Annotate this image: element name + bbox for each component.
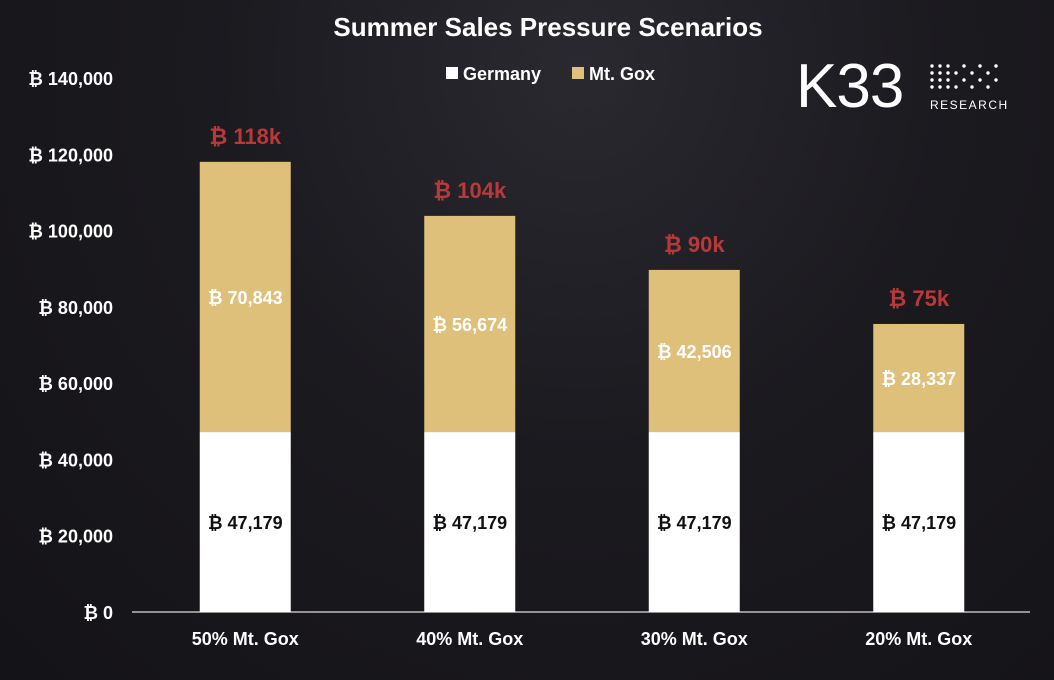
bar-segment-mtgox [873,323,965,433]
bar-segment-germany [648,432,740,612]
bar-segment-germany [199,432,291,612]
axes: ₿ 0 ₿ 20,000 ₿ 40,000 ₿ 60,000 ₿ 80,000 ₿ 100… [28,69,1030,623]
bar-value-label: ₿ 47,179 [881,513,956,533]
y-tick-label: ₿ 140,000 [28,69,113,89]
logo-dot [994,64,998,68]
bar-value-label: ₿ 42,506 [657,342,732,362]
logo-dot [946,85,950,89]
logo-dot [938,85,942,89]
y-tick-label: ₿ 0 [83,603,113,623]
y-tick-label: ₿ 60,000 [38,374,113,394]
y-tick-label: ₿ 100,000 [28,222,113,242]
y-tick-label: ₿ 120,000 [28,145,113,165]
bar-total-label: ₿ 90k [664,232,726,257]
legend-label-mtgox: Mt. Gox [589,64,655,84]
logo-dot [938,78,942,82]
bar-total-label: ₿ 75k [888,286,950,311]
bar-value-label: ₿ 47,179 [657,513,732,533]
logo-dot [946,78,950,82]
bar-value-label: ₿ 70,843 [208,288,283,308]
logo-dot [978,78,982,82]
logo-dot [962,78,966,82]
logo-dot [954,71,958,75]
logo-dot [946,64,950,68]
x-tick-label: 50% Mt. Gox [192,629,299,649]
y-tick-label: ₿ 80,000 [38,298,113,318]
logo-dot [970,71,974,75]
logo-dot [962,64,966,68]
bar-value-label: ₿ 47,179 [208,513,283,533]
logo-dot [946,71,950,75]
logo-dot [978,64,982,68]
bar-segment-germany [424,432,516,612]
bar-total-label: ₿ 118k [209,124,282,149]
bar-segment-mtgox [424,215,516,433]
logo-dot [994,78,998,82]
logo-dot [930,85,934,89]
bar-total-label: ₿ 104k [433,178,507,203]
bar-segment-mtgox [648,269,740,433]
legend: Germany Mt. Gox [446,64,655,84]
bar-segment-germany [873,432,965,612]
bars: ₿ 47,179 ₿ 70,843 ₿ 118k 50% Mt. Gox ₿ 47,17… [192,124,973,649]
brand-name: K33 [796,52,903,121]
brand-subtitle: RESEARCH [930,98,1009,112]
legend-swatch-germany [446,67,458,79]
dot-grid-icon [930,64,998,89]
x-tick-label: 40% Mt. Gox [416,629,523,649]
y-tick-label: ₿ 40,000 [38,450,113,470]
logo-dot [970,85,974,89]
logo-dot [938,64,942,68]
legend-label-germany: Germany [463,64,541,84]
logo-dot [954,85,958,89]
y-tick-label: ₿ 20,000 [38,527,113,547]
bar-value-label: ₿ 47,179 [432,513,507,533]
logo-dot [938,71,942,75]
x-tick-label: 20% Mt. Gox [865,629,972,649]
logo-dot [930,71,934,75]
logo-dot [930,78,934,82]
brand-logo: K33 RESEARCH [796,52,1009,121]
chart-title: Summer Sales Pressure Scenarios [333,12,762,42]
x-tick-label: 30% Mt. Gox [641,629,748,649]
logo-dot [930,64,934,68]
logo-dot [986,71,990,75]
logo-dot [986,85,990,89]
bar-value-label: ₿ 56,674 [432,315,507,335]
bar-segment-mtgox [199,161,291,433]
bar-value-label: ₿ 28,337 [881,369,956,389]
legend-swatch-mtgox [572,67,584,79]
